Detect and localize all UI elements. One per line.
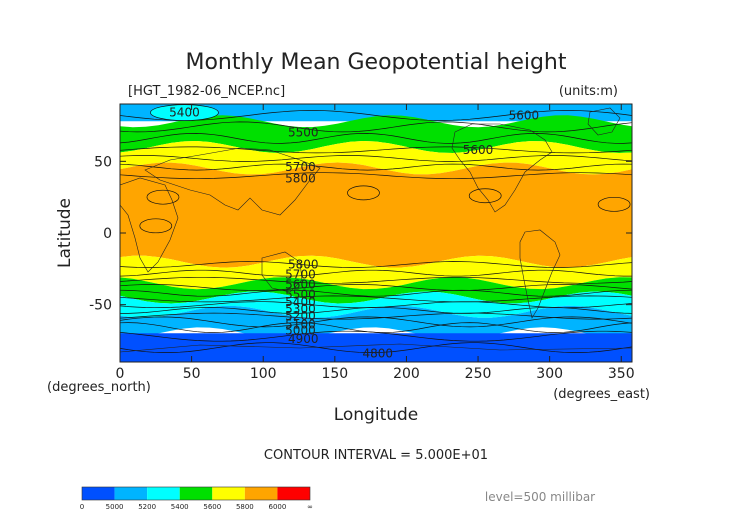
contour-label: 5500 (285, 288, 316, 302)
band-5850 (120, 162, 632, 268)
contour-label: 5500 (288, 126, 319, 140)
colorbar-swatch (82, 487, 115, 500)
colorbar-label: 6000 (269, 503, 287, 511)
coast-north-america (451, 123, 553, 213)
colorbar-swatch (114, 487, 148, 500)
contour-closed (468, 188, 502, 204)
coast-antarctica (120, 343, 632, 353)
contour-label: 5800 (288, 258, 319, 272)
level-text: level=500 millibar (485, 490, 595, 504)
y-axis: -50 0 50 (89, 154, 632, 314)
colorbar-swatch (147, 487, 180, 500)
contour-line (120, 312, 632, 320)
colorbar-label: 5200 (138, 503, 156, 511)
colorbar-swatch (179, 487, 213, 500)
coast-greenland (587, 107, 621, 136)
coastline (120, 107, 632, 353)
contour-line (120, 316, 632, 328)
y-tick-label: 50 (94, 154, 112, 170)
contour-label: 5400 (169, 106, 200, 120)
plot-area: 5400550056005600570058005800570056005500… (119, 103, 633, 363)
band-5400 (120, 104, 632, 122)
contour-closed (139, 218, 173, 234)
chart-title: Monthly Mean Geopotential height (185, 50, 566, 75)
contour-line (120, 172, 632, 180)
colorbar-frame (81, 486, 311, 501)
contour-line (120, 289, 632, 297)
contour-interval-text: CONTOUR INTERVAL = 5.000E+01 (264, 448, 488, 463)
band-5300 (120, 291, 632, 318)
contour-label: 5800 (285, 172, 316, 186)
contour-line (120, 342, 632, 353)
colorbar-label: 0 (80, 503, 84, 511)
contour-line (120, 295, 632, 303)
y-tick-label: -50 (89, 298, 112, 314)
colorbar-label: ∞ (307, 503, 313, 511)
x-tick-label: 250 (465, 366, 492, 382)
contour-label: 5600 (463, 143, 494, 157)
coast-africa (120, 177, 179, 273)
contour-label: 5200 (285, 309, 316, 323)
contour-closed (347, 185, 380, 201)
contour-closed (146, 189, 180, 205)
coast-eurasia (144, 147, 321, 216)
x-tick-label: 100 (250, 366, 277, 382)
coast-south-america (519, 229, 561, 319)
contour-label: 5100 (285, 318, 316, 332)
x-tick-label: 50 (183, 366, 201, 382)
contour-closed (597, 196, 631, 212)
colorbar-swatch (212, 487, 245, 500)
x-tick-label: 350 (608, 366, 635, 382)
colorbar-label: 5800 (236, 503, 254, 511)
contour-line (120, 284, 632, 291)
contour-label: 5700 (285, 268, 316, 282)
colorbar-label: 5400 (171, 503, 189, 511)
colorbar-swatch (277, 487, 310, 500)
contour-line (120, 163, 632, 171)
contour-label: 5300 (285, 302, 316, 316)
contour-line (120, 307, 632, 314)
contour-label: 5000 (285, 323, 316, 337)
contour-label: 4900 (288, 332, 319, 346)
contour-line (120, 133, 632, 144)
colorbar-label: 5600 (203, 503, 221, 511)
contour-line (120, 110, 632, 121)
x-tick-label: 300 (536, 366, 563, 382)
x-axis: 0 50 100 150 200 250 300 350 (116, 104, 635, 382)
file-label: [HGT_1982-06_NCEP.nc] (128, 84, 285, 99)
colorbar: 0 5000 5200 5400 5600 5800 6000 ∞ (80, 486, 313, 511)
colorbar-swatch (244, 487, 278, 500)
x-tick-label: 150 (321, 366, 348, 382)
contour-line (120, 269, 632, 277)
contour-label: 5600 (285, 278, 316, 292)
x-unit-label: (degrees_east) (553, 387, 650, 402)
colorbar-label: 5000 (106, 503, 124, 511)
y-tick-label: 0 (103, 226, 112, 242)
units-label: (units:m) (559, 84, 618, 99)
contour-line (120, 276, 632, 284)
contour-label: 5600 (509, 108, 540, 122)
contour-line (120, 146, 632, 154)
coast-australia (261, 251, 303, 293)
x-axis-title: Longitude (334, 405, 419, 425)
low-5400 (150, 104, 219, 121)
contour-line (120, 261, 632, 268)
contour-line (120, 121, 632, 133)
y-axis-title: Latitude (55, 198, 75, 268)
x-tick-label: 0 (116, 366, 125, 382)
contour-label: 4800 (363, 346, 394, 360)
contour-line (120, 330, 632, 342)
x-tick-label: 200 (393, 366, 420, 382)
contour-label: 5400 (285, 295, 316, 309)
band-5500 (120, 277, 632, 304)
contour-label: 5700 (285, 160, 316, 174)
band-4900 (120, 333, 632, 362)
y-unit-label: (degrees_north) (47, 380, 151, 395)
